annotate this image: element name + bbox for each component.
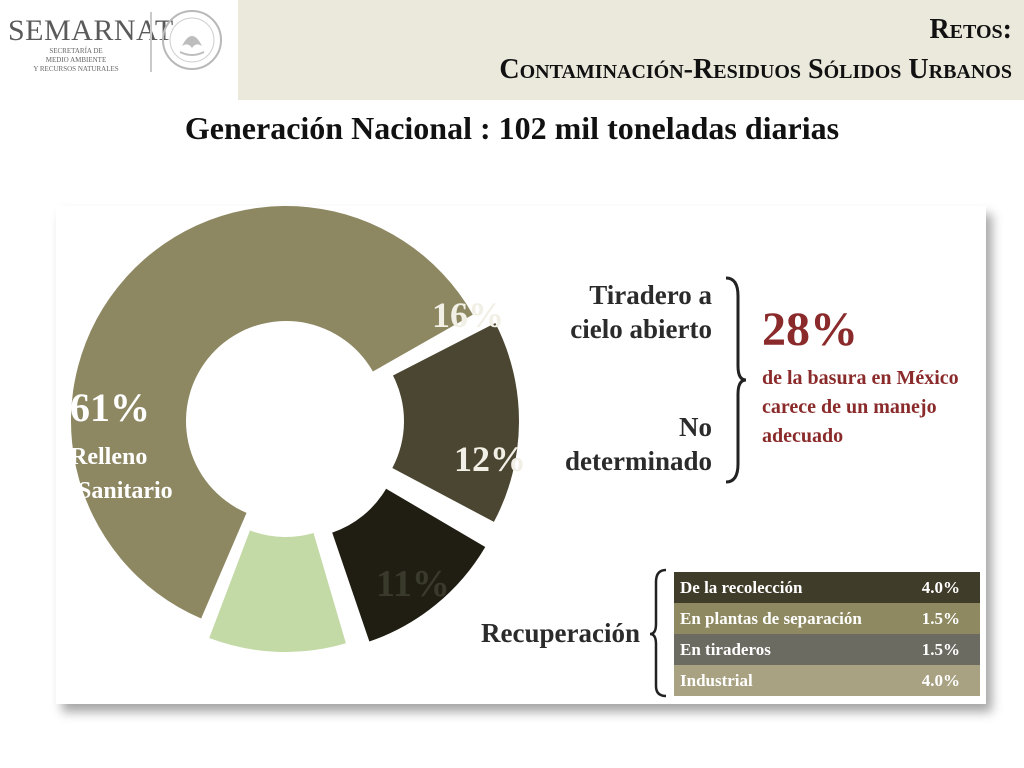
slice-label-recuperacion-pct: 11% (376, 563, 450, 605)
category-tiradero: Tiradero a cielo abierto (570, 280, 712, 344)
donut-slice-3 (209, 530, 346, 652)
donut-slice-1 (392, 323, 519, 522)
title-band: Retos: Contaminación-Residuos Sólidos Ur… (238, 0, 1024, 100)
group-total-note: de la basura en México carece de un mane… (762, 367, 959, 447)
slice-label-relleno-2: Sanitario (78, 478, 173, 504)
logo-subtitle: SECRETARÍA DE MEDIO AMBIENTE Y RECURSOS … (33, 47, 119, 73)
logo-wordmark: SEMARNAT (8, 14, 174, 47)
logo-divider (150, 12, 152, 72)
recovery-row-label: En plantas de separación (680, 608, 862, 628)
slice-label-relleno-pct: 61% (70, 385, 150, 430)
slice-label-tiradero-pct: 16% (432, 295, 504, 335)
category-no-determinado: No determinado (565, 412, 712, 476)
recovery-row: De la recolección 4.0% (674, 572, 980, 603)
donut-chart (71, 206, 519, 652)
recovery-row-value: 1.5% (921, 639, 960, 659)
logo-block: SEMARNAT SECRETARÍA DE MEDIO AMBIENTE Y … (0, 0, 236, 100)
recovery-breakdown-table: De la recolección 4.0% En plantas de separ… (674, 572, 980, 696)
category-recuperacion: Recuperación (481, 618, 640, 648)
group-brace-icon (725, 276, 747, 484)
page-title: Retos: (929, 14, 1012, 45)
chart-panel: 61% Relleno Sanitario 16% 12% 11% Tirade… (56, 206, 986, 704)
recovery-row: En tiraderos 1.5% (674, 634, 980, 665)
slice-label-nodet-pct: 12% (454, 439, 526, 479)
slice-label-relleno-1: Relleno (70, 444, 148, 470)
donut-slice-2 (332, 488, 486, 642)
donut-slice-0 (71, 206, 473, 619)
recovery-row: Industrial 4.0% (674, 665, 980, 696)
chart-heading: Generación Nacional : 102 mil toneladas … (184, 110, 840, 146)
recovery-brace-icon (649, 568, 667, 698)
national-seal-icon (162, 10, 222, 70)
recovery-row-label: De la recolección (680, 577, 803, 597)
recovery-row-label: Industrial (680, 670, 753, 690)
recovery-row-label: En tiraderos (680, 639, 771, 659)
recovery-row-value: 1.5% (921, 608, 960, 628)
recovery-row: En plantas de separación 1.5% (674, 603, 980, 634)
recovery-row-value: 4.0% (921, 670, 960, 690)
recovery-row-value: 4.0% (921, 577, 960, 597)
group-total-pct: 28% (762, 303, 858, 356)
page-subtitle-topic: Contaminación-Residuos Sólidos Urbanos (499, 54, 1012, 85)
